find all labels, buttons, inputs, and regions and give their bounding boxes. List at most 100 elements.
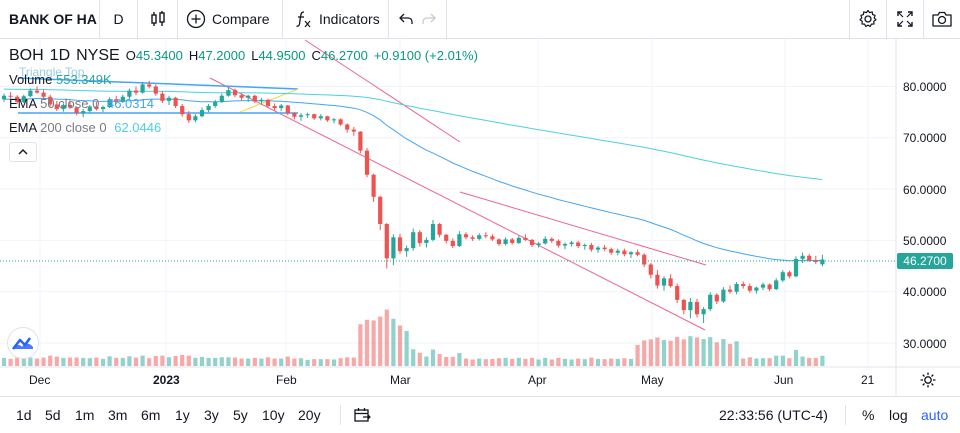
fullscreen-button[interactable] — [886, 0, 923, 38]
undo-icon[interactable] — [398, 11, 414, 27]
candle-body — [813, 260, 818, 262]
candle-body — [41, 92, 46, 97]
candle-body — [556, 240, 561, 246]
study-ema200[interactable]: EMA 200 close 0 62.0446 — [9, 120, 161, 135]
volume-bar — [576, 358, 581, 366]
study-volume[interactable]: Volume 553.349K — [9, 72, 112, 87]
candle — [259, 97, 264, 105]
legend-collapse-button[interactable] — [9, 142, 37, 162]
price-chart[interactable] — [0, 0, 960, 396]
range-button-1d[interactable]: 1d — [16, 407, 32, 423]
candle — [516, 235, 521, 244]
interval-label: D — [113, 11, 124, 27]
auto-scale-toggle[interactable]: auto — [921, 407, 949, 423]
interval-button[interactable]: D — [100, 0, 138, 38]
candle — [510, 237, 515, 245]
candle — [721, 287, 726, 303]
volume-bar — [681, 339, 686, 366]
candle — [569, 240, 574, 247]
candle — [351, 127, 356, 136]
volume-bar — [21, 357, 26, 366]
candle-body — [378, 196, 383, 224]
candle-body — [140, 84, 145, 93]
candle-body — [8, 95, 13, 97]
bottom-toolbar: 1d 5d 1m 3m 6m 1y 3y 5y 10y 20y 22:33:56… — [0, 396, 960, 433]
range-button-6m[interactable]: 6m — [141, 407, 161, 423]
range-button-3m[interactable]: 3m — [108, 407, 128, 423]
volume-bar — [404, 330, 409, 366]
volume-bar — [140, 355, 145, 366]
legend-symbol: BOH — [9, 47, 44, 64]
volume-bar — [536, 359, 541, 366]
compare-button[interactable]: Compare — [178, 0, 283, 38]
candle-body — [496, 239, 502, 244]
volume-bar — [371, 320, 376, 366]
range-button-1y[interactable]: 1y — [175, 407, 190, 423]
candle-body — [523, 237, 528, 240]
range-button-1m[interactable]: 1m — [75, 407, 95, 423]
candle — [378, 195, 383, 231]
volume-bar — [232, 357, 238, 366]
candle-body — [74, 107, 79, 114]
volume-bar — [81, 357, 86, 366]
candle — [87, 104, 92, 113]
high-value: 47.2000 — [198, 48, 246, 63]
tradingview-logo[interactable] — [7, 327, 39, 359]
range-button-5d[interactable]: 5d — [45, 407, 61, 423]
goto-date-button[interactable] — [353, 406, 371, 427]
volume-bar — [727, 343, 733, 366]
candle-body — [543, 238, 548, 244]
candle-body — [787, 272, 792, 277]
settings-button[interactable] — [849, 0, 886, 38]
chart-type-button[interactable] — [138, 0, 178, 38]
candle — [417, 230, 422, 247]
toolbar-right-group — [849, 0, 960, 38]
change-value: +0.9100 (+2.01%) — [373, 48, 478, 63]
range-button-5y[interactable]: 5y — [233, 407, 248, 423]
time-scale-settings-button[interactable] — [919, 371, 937, 394]
volume-bar — [813, 357, 818, 366]
volume-bar — [569, 359, 574, 366]
candle-body — [734, 284, 739, 292]
volume-value: 553.349K — [56, 72, 112, 87]
study-ema50[interactable]: EMA 50 close 0 46.0314 — [9, 96, 154, 111]
candle-body — [54, 104, 59, 110]
redo-icon[interactable] — [421, 11, 437, 27]
candle-body — [694, 301, 700, 315]
candle — [556, 239, 561, 248]
volume-bar — [622, 358, 627, 366]
candle-body — [529, 239, 535, 246]
symbol-search-button[interactable]: BANK OF HA — [0, 0, 100, 38]
volume-bar — [41, 357, 46, 366]
candle — [688, 297, 693, 319]
ema200-params: 200 close 0 — [40, 120, 107, 135]
range-button-10y[interactable]: 10y — [262, 407, 285, 423]
candle-body — [160, 93, 165, 101]
low-value: 44.9500 — [258, 48, 306, 63]
candle — [312, 113, 317, 120]
log-scale-toggle[interactable]: log — [889, 407, 908, 423]
indicators-label: Indicators — [319, 11, 380, 27]
snapshot-button[interactable] — [923, 0, 960, 38]
candle-body — [100, 107, 106, 110]
candle-body — [127, 90, 132, 97]
top-toolbar: BANK OF HA D Compare Indicators — [0, 0, 960, 39]
candle-body — [516, 237, 521, 243]
candle-body — [503, 239, 508, 244]
volume-bar — [655, 337, 660, 366]
range-button-3y[interactable]: 3y — [204, 407, 219, 423]
legend-interval: 1D — [49, 47, 71, 64]
volume-bar — [338, 358, 343, 366]
candle-body — [602, 247, 607, 250]
volume-bar — [595, 358, 601, 366]
candle — [800, 252, 805, 263]
percent-scale-toggle[interactable]: % — [862, 407, 875, 423]
candle-body — [199, 110, 205, 117]
range-button-20y[interactable]: 20y — [298, 407, 321, 423]
candle-body — [708, 294, 713, 310]
clock[interactable]: 22:33:56 (UTC-4) — [719, 407, 828, 423]
candle-body — [364, 150, 370, 175]
indicators-button[interactable]: Indicators — [283, 0, 389, 38]
volume-bar — [714, 342, 719, 366]
chart-legend: BOH 1D NYSE O45.3400 H47.2000 L44.9500 C… — [9, 47, 478, 65]
